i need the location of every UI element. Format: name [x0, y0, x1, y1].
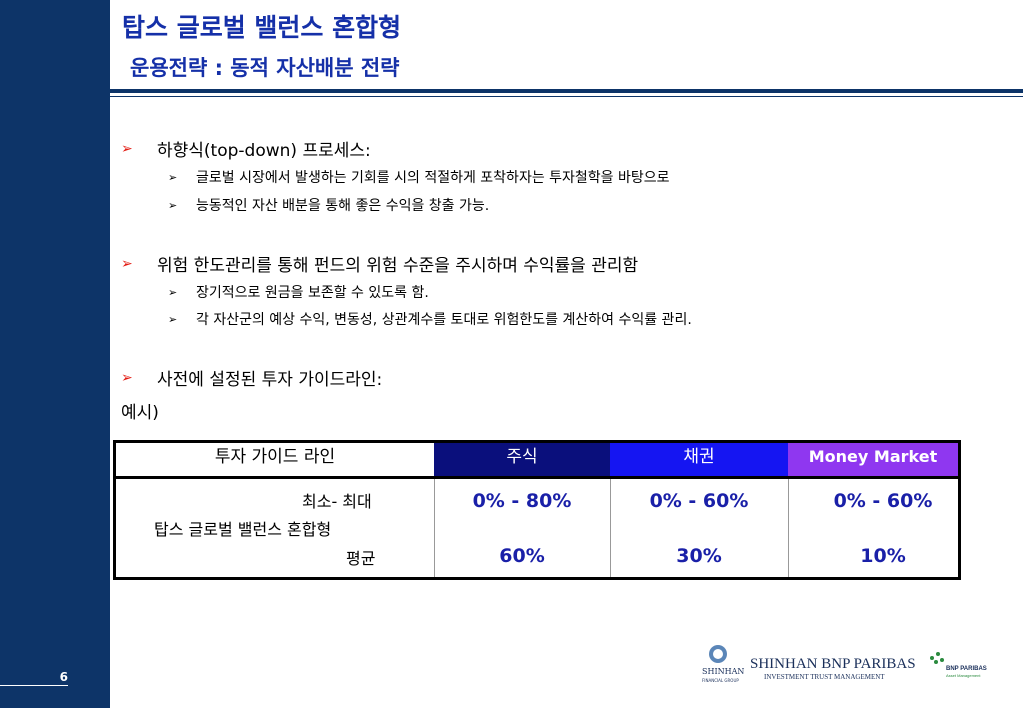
bullet-top-down: ➢ 하향식(top-down) 프로세스: — [121, 136, 371, 162]
shinhan-bnp-logo-icon: SHINHAN FINANCIAL GROUP SHINHAN BNP PARI… — [702, 645, 987, 683]
header-rule-thin — [110, 96, 1023, 97]
row-label-range: 최소- 최대 — [302, 492, 372, 511]
arrow-icon: ➢ — [168, 170, 178, 184]
header-money-market: Money Market — [788, 443, 958, 476]
sub-bullet-text: 각 자산군의 예상 수익, 변동성, 상관계수를 토대로 위험한도를 계산하여 … — [196, 312, 692, 328]
bond-range-cell: 0% - 60% — [649, 490, 749, 512]
row-label-average: 평균 — [346, 549, 376, 568]
brand-name: SHINHAN BNP PARIBAS — [750, 656, 916, 672]
header-guideline: 투자 가이드 라인 — [116, 443, 434, 476]
brand-small: SHINHAN — [702, 667, 744, 676]
bullet-guidelines: ➢ 사전에 설정된 투자 가이드라인: — [121, 365, 383, 391]
sub-bullet: ➢ 각 자산군의 예상 수익, 변동성, 상관계수를 토대로 위험한도를 계산하… — [168, 309, 692, 329]
row-label-fund: 탑스 글로벌 밸런스 혼합형 — [154, 520, 332, 539]
sub-bullet: ➢ 글로벌 시장에서 발생하는 기회를 시의 적절하게 포착하자는 투자철학을 … — [168, 167, 670, 187]
partner-name: BNP PARIBAS — [946, 666, 987, 672]
header-stock: 주식 — [434, 443, 610, 476]
sub-bullet-text: 장기적으로 원금을 보존할 수 있도록 함. — [196, 285, 429, 301]
stock-average-cell: 60% — [499, 545, 545, 567]
bond-average-cell: 30% — [676, 545, 722, 567]
sub-bullet-text: 글로벌 시장에서 발생하는 기회를 시의 적절하게 포착하자는 투자철학을 바탕… — [196, 170, 670, 186]
company-logo: SHINHAN FINANCIAL GROUP SHINHAN BNP PARI… — [700, 640, 1000, 690]
red-arrow-icon: ➢ — [121, 369, 133, 386]
brand-small-sub: FINANCIAL GROUP — [702, 678, 739, 683]
arrow-icon: ➢ — [168, 312, 178, 326]
red-arrow-icon: ➢ — [121, 255, 133, 272]
column-divider — [788, 479, 789, 577]
slide-title: 탑스 글로벌 밸런스 혼합형 — [122, 13, 402, 42]
example-label: 예시) — [121, 403, 159, 423]
brand-tagline: INVESTMENT TRUST MANAGEMENT — [764, 673, 885, 681]
red-arrow-icon: ➢ — [121, 140, 133, 157]
arrow-icon: ➢ — [168, 285, 178, 299]
bullet-text: 사전에 설정된 투자 가이드라인: — [157, 370, 383, 390]
column-divider — [434, 479, 435, 577]
arrow-icon: ➢ — [168, 198, 178, 212]
left-sidebar-band: 6 — [0, 0, 110, 708]
mm-range-cell: 0% - 60% — [833, 490, 933, 512]
bullet-text: 위험 한도관리를 통해 펀드의 위험 수준을 주시하며 수익률을 관리함 — [157, 256, 639, 276]
column-divider — [610, 479, 611, 577]
bullet-text: 하향식(top-down) 프로세스: — [157, 141, 371, 161]
slide-subtitle: 운용전략 : 동적 자산배분 전략 — [130, 56, 400, 80]
partner-sub: Asset Management — [946, 673, 981, 678]
sub-bullet: ➢ 능동적인 자산 배분을 통해 좋은 수익을 창출 가능. — [168, 195, 489, 215]
sub-bullet-text: 능동적인 자산 배분을 통해 좋은 수익을 창출 가능. — [196, 198, 490, 214]
mm-average-cell: 10% — [860, 545, 906, 567]
header-separator — [116, 476, 958, 479]
header-bond: 채권 — [610, 443, 788, 476]
page-number: 6 — [0, 670, 68, 686]
stock-range-cell: 0% - 80% — [472, 490, 572, 512]
bullet-risk-management: ➢ 위험 한도관리를 통해 펀드의 위험 수준을 주시하며 수익률을 관리함 — [121, 251, 639, 277]
guideline-table: 투자 가이드 라인 주식 채권 Money Market 최소- 최대 탑스 글… — [113, 440, 961, 580]
header-rule — [110, 89, 1023, 93]
sub-bullet: ➢ 장기적으로 원금을 보존할 수 있도록 함. — [168, 282, 429, 302]
